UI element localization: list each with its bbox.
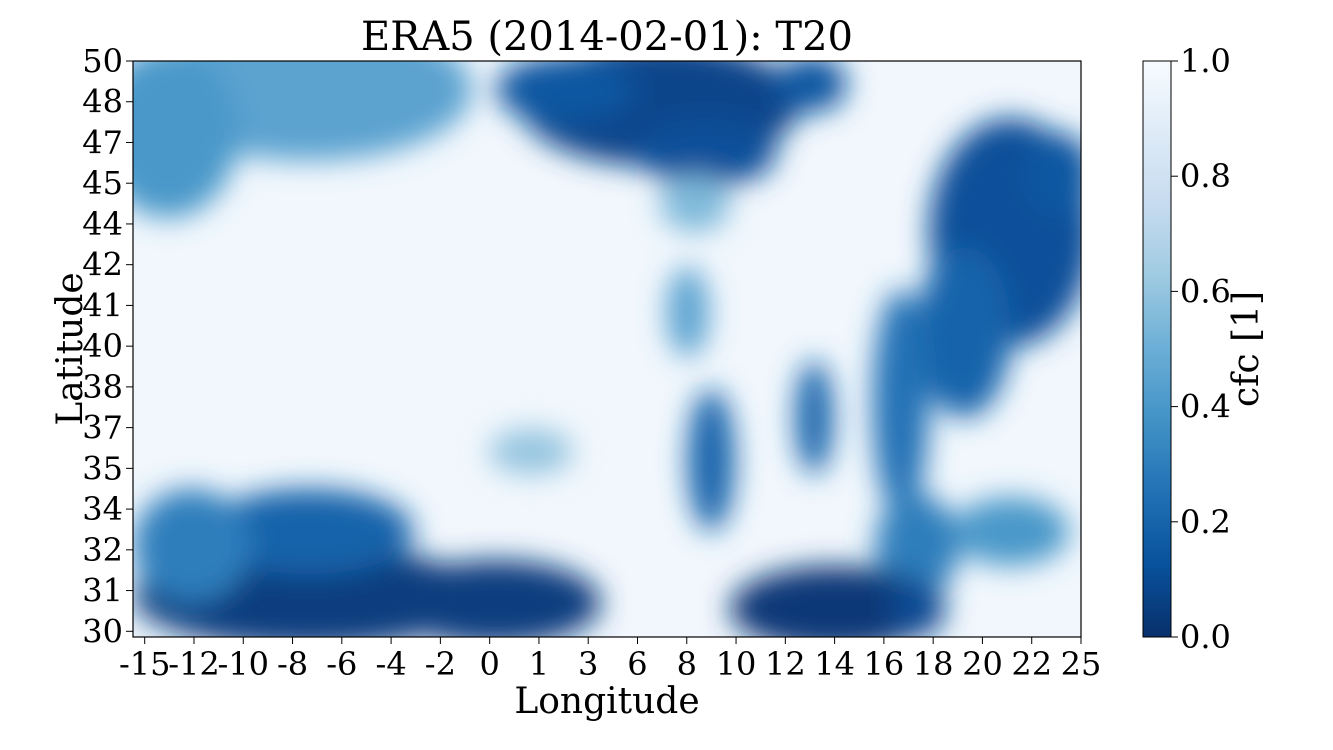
y-tick-label: 38 [82,368,123,406]
heatmap-cell [776,61,847,113]
x-tick-label: 25 [1061,645,1102,683]
heatmap-cells [133,61,1081,637]
heatmap-cell [659,175,730,233]
y-tick-label: 45 [82,164,123,202]
x-tick-label: 0 [479,645,499,683]
y-tick-label: 50 [82,42,123,80]
colorbar-tick-label: 0.2 [1180,503,1231,541]
plot-frame [132,60,1082,638]
colorbar-label: cfc [1] [1226,291,1267,407]
x-tick-label: -8 [277,645,308,683]
heatmap-cell [729,565,941,637]
x-axis-ticks: -15-12-10 -8 -6 -4 -2 0 1 3 6 8 10 12 14 16 18 20 22 25 [119,637,1101,683]
x-tick-label: 10 [716,645,757,683]
colorbar-tick-label: 0.4 [1180,388,1231,426]
heatmap-cell [795,360,833,475]
x-tick-label: 12 [765,645,806,683]
y-tick-label: 30 [82,612,123,650]
x-tick-label: -10 [217,645,269,683]
heatmap-cell [952,497,1070,566]
y-tick-label: 35 [82,449,123,487]
x-axis-label: Longitude [514,681,699,722]
heatmap-cell [875,494,960,598]
heatmap-cell [1022,132,1081,218]
heatmap-cell [488,428,574,475]
y-tick-label: 34 [82,490,123,528]
y-tick-label: 44 [82,205,123,243]
x-tick-label: 14 [814,645,855,683]
x-tick-label: -15 [119,645,171,683]
x-tick-label: -2 [425,645,456,683]
heatmap-area [133,61,1081,637]
heatmap-cell [203,488,414,575]
y-tick-label: 41 [82,286,123,324]
x-tick-label: 18 [913,645,954,683]
colorbar-tick-label: 0.8 [1180,157,1231,195]
x-tick-label: 3 [578,645,598,683]
x-tick-label: 22 [1011,645,1052,683]
x-tick-label: -6 [326,645,357,683]
x-tick-label: -4 [376,645,407,683]
heatmap-cell [666,266,709,358]
x-tick-label: 16 [864,645,905,683]
y-tick-label: 42 [82,246,123,284]
y-tick-label: 40 [82,327,123,365]
chart-title: ERA5 (2014-02-01): T20 [361,14,853,60]
colorbar-tick-label: 1.0 [1180,42,1231,80]
colorbar-ticks: 0.0 0.2 0.4 0.6 0.8 1.0 [1171,42,1231,656]
heatmap-cell [636,118,777,187]
colorbar-tick-label: 0.6 [1180,272,1231,310]
x-tick-label: 8 [677,645,697,683]
y-tick-label: 47 [82,123,123,161]
y-tick-label: 32 [82,531,123,569]
x-tick-label: -12 [168,645,220,683]
heatmap-cell [917,246,1011,418]
y-tick-label: 48 [82,83,123,121]
heatmap-cell [133,61,239,218]
colorbar-tick-label: 0.0 [1180,618,1231,656]
heatmap-cell [687,388,735,532]
x-tick-label: 20 [962,645,1003,683]
x-tick-label: 6 [627,645,647,683]
heatmap-cell [872,289,929,518]
colorbar [1142,60,1172,638]
y-axis-label: Latitude [50,272,91,425]
x-tick-label: 1 [529,645,549,683]
y-tick-label: 31 [82,572,123,610]
heatmap-cell [133,488,251,603]
heatmap-cell [889,579,946,637]
y-tick-label: 37 [82,409,123,447]
heatmap-cell [495,61,637,124]
heatmap-cell [390,560,602,637]
